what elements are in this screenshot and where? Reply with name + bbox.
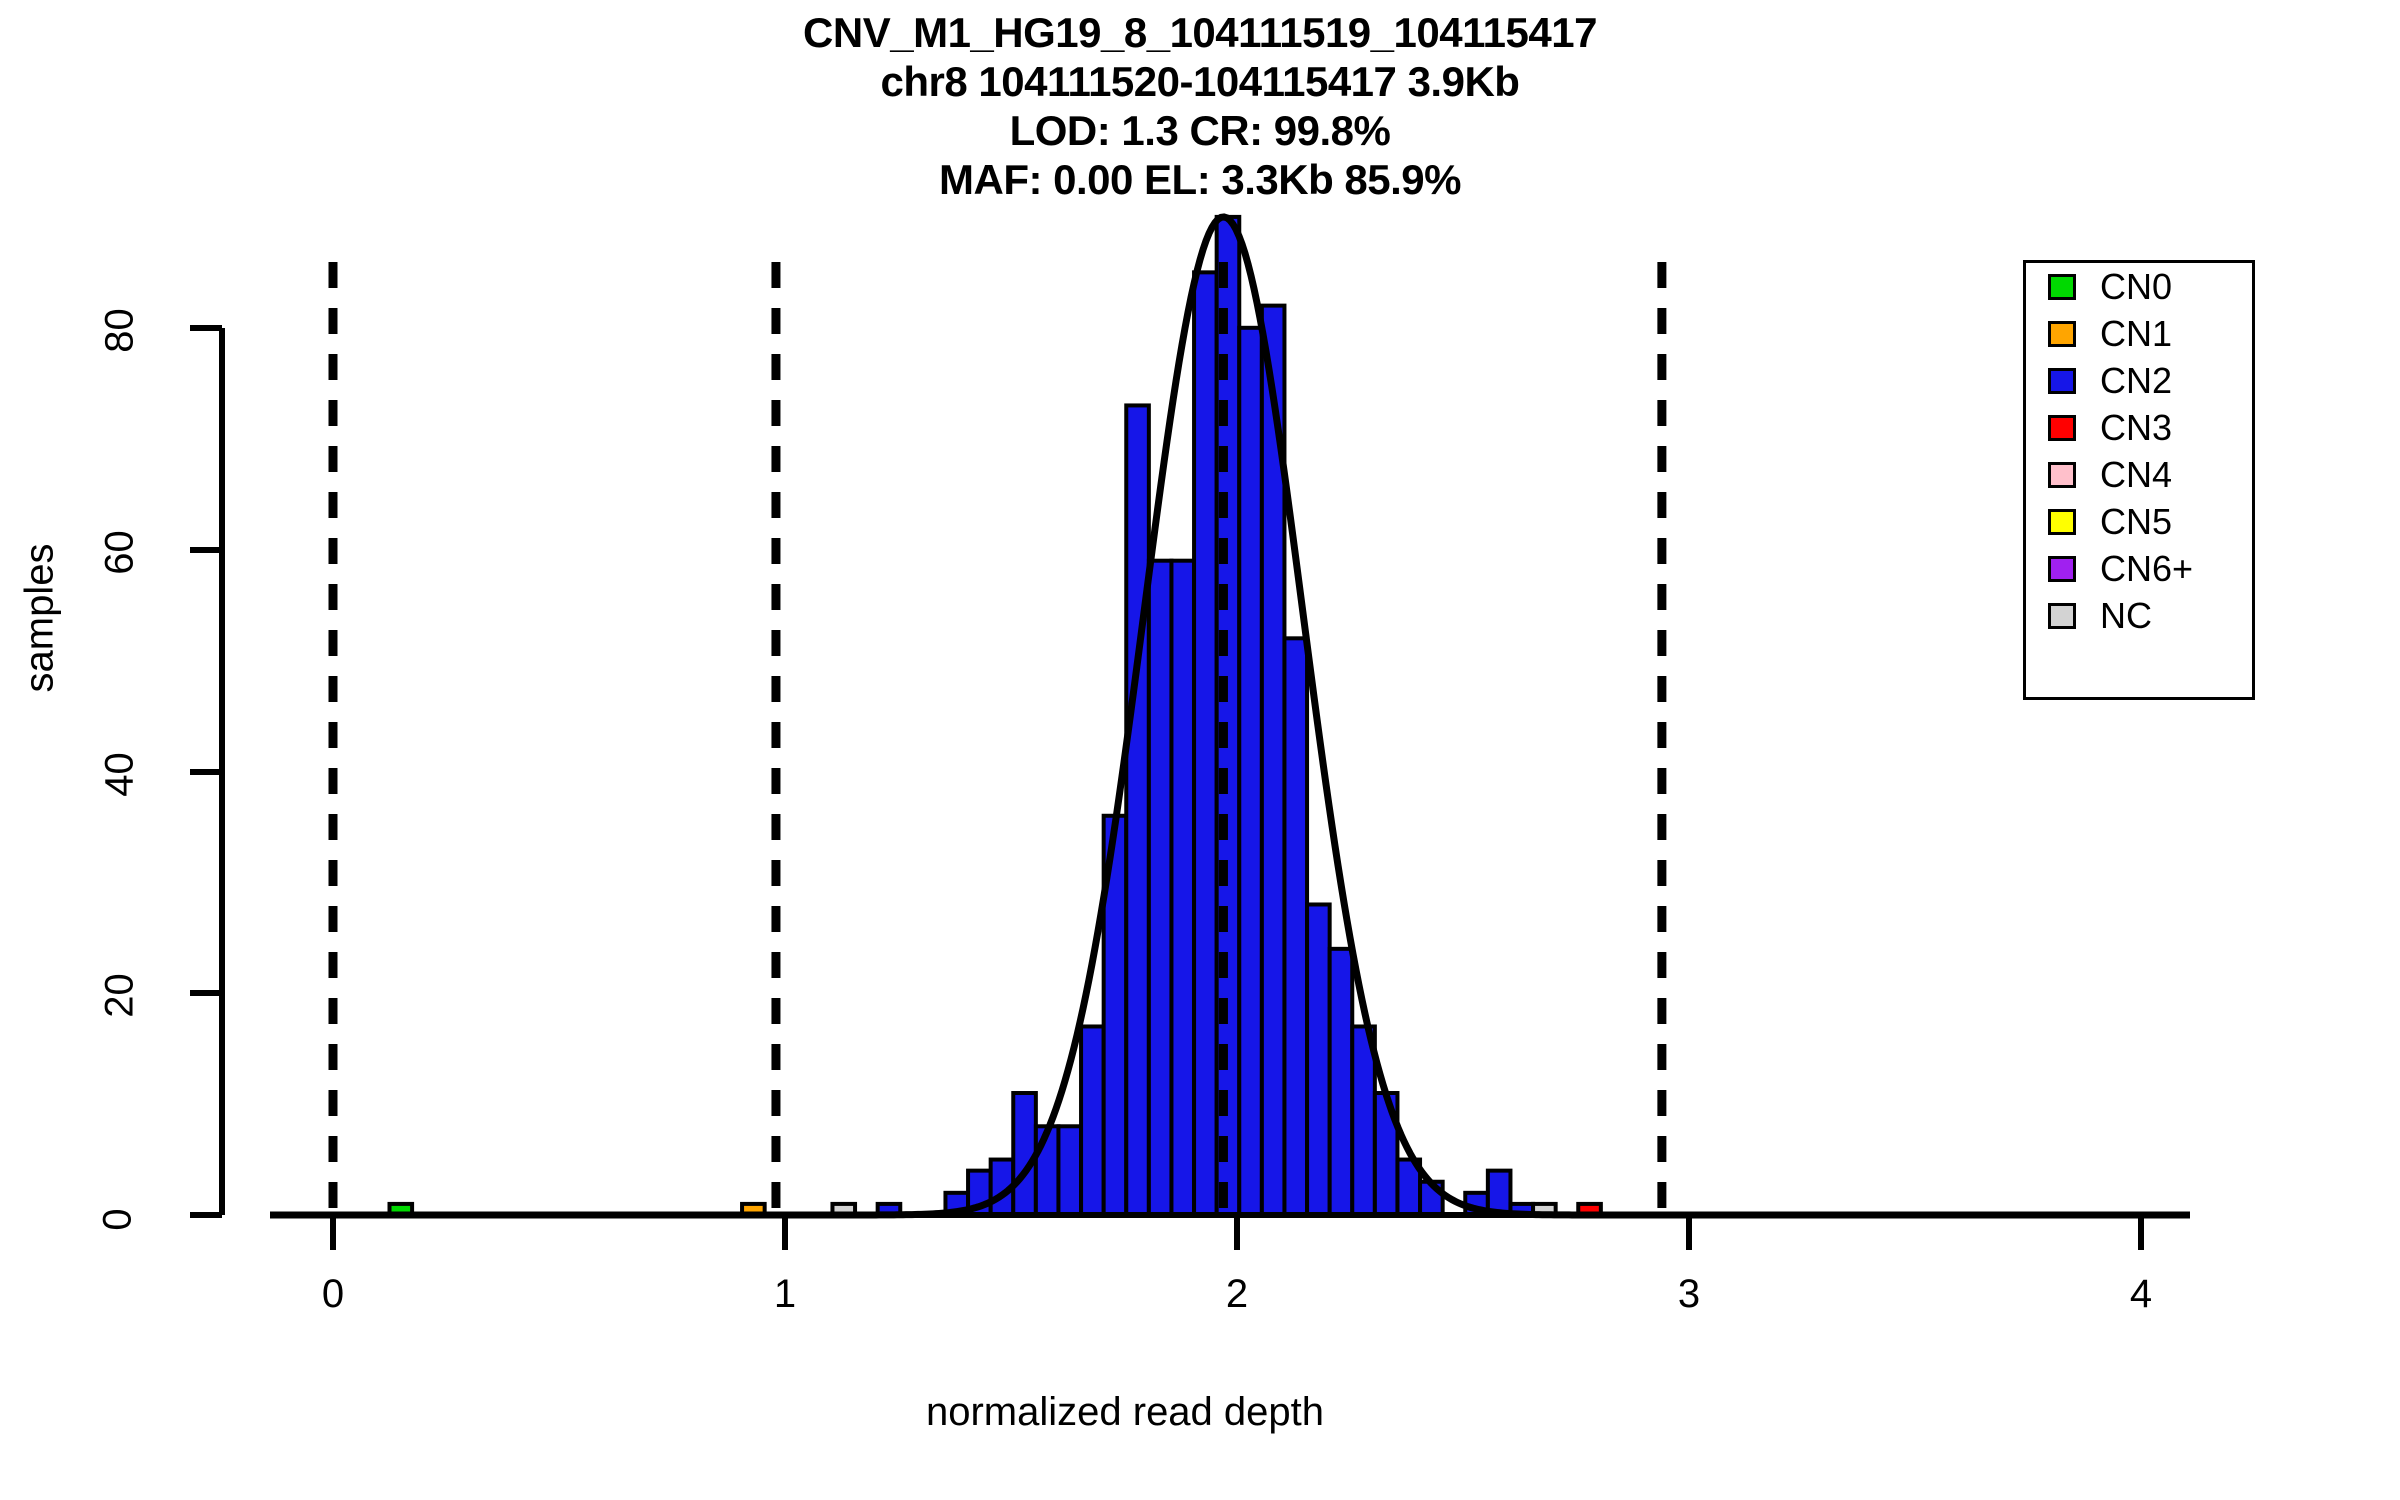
title-line-1: CNV_M1_HG19_8_104111519_104115417 [803, 9, 1597, 56]
histogram-bar-cn2 [1124, 403, 1151, 1217]
legend-label-cn3: CN3 [2100, 406, 2173, 448]
x-tick-1: 1 [773, 1272, 797, 1316]
histogram-bars [387, 214, 1603, 1218]
y-tick-40: 40 [97, 752, 142, 797]
histogram-bar-cn2 [1056, 1124, 1084, 1218]
y-tick-80: 80 [97, 308, 142, 353]
legend-item-cn6plus[interactable]: CN6+ [2026, 545, 2252, 592]
threshold-lines [328, 262, 1667, 1215]
legend-item-cn0[interactable]: CN0 [2026, 263, 2252, 310]
y-tick-0: 0 [95, 1208, 140, 1231]
histogram-bar-cn2 [1237, 325, 1264, 1217]
legend-label-cn0: CN0 [2100, 265, 2173, 307]
legend-swatch-cn5 [2048, 508, 2076, 535]
legend-label-cn6plus: CN6+ [2100, 547, 2194, 589]
legend-item-cn3[interactable]: CN3 [2026, 404, 2252, 451]
histogram-bar-cn2 [1146, 558, 1174, 1217]
histogram-bar-cn2 [1327, 946, 1355, 1218]
histogram-bar-cn2 [1169, 558, 1197, 1217]
legend-swatch-cn1 [2048, 320, 2076, 347]
x-axis-label: normalized read depth [925, 1390, 1325, 1434]
legend-swatch-cn0 [2048, 273, 2076, 300]
axis-lines [190, 325, 2190, 1250]
legend-swatch-cn6plus [2048, 555, 2076, 582]
y-tick-20: 20 [97, 973, 142, 1018]
x-tick-3: 3 [1677, 1272, 1701, 1316]
legend-item-cn1[interactable]: CN1 [2026, 310, 2252, 357]
histogram-bar-cn2 [1192, 270, 1219, 1218]
legend-swatch-cn3 [2048, 414, 2076, 441]
histogram-bar-cn2 [1079, 1024, 1106, 1217]
title-line-3: LOD: 1.3 CR: 99.8% [1009, 107, 1391, 154]
x-tick-0: 0 [321, 1272, 345, 1316]
legend-label-cn1: CN1 [2100, 312, 2173, 354]
histogram-bar-cn2 [1305, 902, 1332, 1217]
legend-swatch-cn4 [2048, 461, 2076, 488]
x-tick-2: 2 [1225, 1272, 1249, 1316]
legend-label-cn2: CN2 [2100, 359, 2173, 401]
legend-label-nc: NC [2100, 594, 2152, 636]
legend-swatch-cn2 [2048, 367, 2076, 394]
x-tick-4: 4 [2129, 1272, 2153, 1316]
legend-swatch-nc [2048, 602, 2076, 629]
title-line-2: chr8 104111520-104115417 3.9Kb [880, 58, 1520, 105]
title-line-4: MAF: 0.00 EL: 3.3Kb 85.9% [939, 156, 1462, 203]
legend-item-nc[interactable]: NC [2026, 592, 2252, 639]
histogram-bar-cn2 [1282, 636, 1310, 1217]
legend-item-cn5[interactable]: CN5 [2026, 498, 2252, 545]
chart-title: CNV_M1_HG19_8_104111519_104115417 chr8 1… [0, 8, 2400, 204]
y-tick-60: 60 [97, 530, 142, 575]
legend-item-cn4[interactable]: CN4 [2026, 451, 2252, 498]
legend-label-cn5: CN5 [2100, 500, 2173, 542]
legend-item-cn2[interactable]: CN2 [2026, 357, 2252, 404]
legend: CN0 CN1 CN2 CN3 CN4 CN5 CN6+ NC [2023, 260, 2255, 700]
legend-label-cn4: CN4 [2100, 453, 2173, 495]
y-axis-label: samples [17, 543, 62, 693]
